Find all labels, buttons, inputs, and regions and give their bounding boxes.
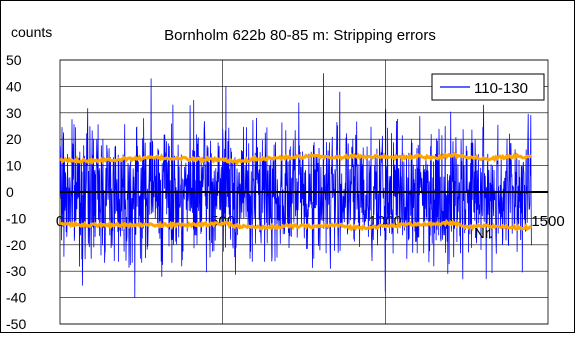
- y-tick-label: 50: [6, 52, 22, 68]
- x-axis-label: Nr.: [474, 225, 493, 242]
- y-tick-label: 20: [6, 131, 22, 147]
- legend: 110-130: [431, 73, 545, 101]
- chart-title: Bornholm 622b 80-85 m: Stripping errors: [164, 27, 436, 44]
- y-tick-label: 0: [6, 184, 14, 200]
- y-axis-label: counts: [11, 24, 52, 40]
- legend-entry-110-130: 110-130: [474, 80, 528, 97]
- y-tick-label: -10: [6, 210, 26, 226]
- x-tick-label: 1500: [531, 213, 564, 230]
- y-tick-label: -40: [6, 290, 26, 306]
- y-tick-label: 10: [6, 158, 22, 174]
- y-tick-label: -20: [6, 237, 26, 253]
- y-tick-label: 30: [6, 105, 22, 121]
- series-upper-error-band: [59, 151, 533, 167]
- y-tick-label: -50: [6, 316, 26, 332]
- series-layer: [59, 73, 548, 298]
- series-lower-error-band: [59, 218, 533, 232]
- y-tick-label: -30: [6, 263, 26, 279]
- x-tick-label: 0: [56, 213, 64, 230]
- y-tick-labels: -50 -40 -30 -20 -10 0 10 20 30 40 50: [6, 52, 26, 332]
- y-tick-label: 40: [6, 78, 22, 94]
